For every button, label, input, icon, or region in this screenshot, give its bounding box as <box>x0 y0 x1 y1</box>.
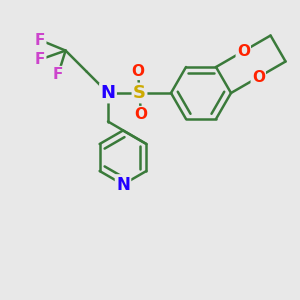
Text: F: F <box>35 52 45 67</box>
Text: F: F <box>35 33 45 48</box>
Text: O: O <box>131 64 145 79</box>
Text: S: S <box>133 84 146 102</box>
Text: F: F <box>53 67 63 82</box>
Text: O: O <box>134 107 148 122</box>
Text: O: O <box>237 44 250 59</box>
Text: O: O <box>252 70 265 85</box>
Text: N: N <box>116 176 130 194</box>
Text: N: N <box>100 84 116 102</box>
